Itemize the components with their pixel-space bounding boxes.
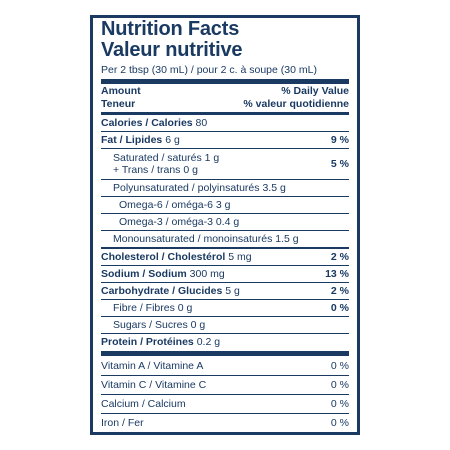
- protein-label: Protein / Protéines 0.2 g: [101, 336, 221, 348]
- vitamin-c-daily-value: 0 %: [330, 379, 349, 391]
- calcium-label: Calcium / Calcium: [101, 398, 186, 410]
- saturated-trans-row: Saturated / saturés 1 g + Trans / trans …: [101, 148, 349, 179]
- protein-row: Protein / Protéines 0.2 g: [101, 333, 349, 350]
- carbohydrate-label: Carbohydrate / Glucides 5 g: [101, 285, 240, 297]
- serving-size: Per 2 tbsp (30 mL) / pour 2 c. à soupe (…: [101, 64, 317, 76]
- thick-divider: [101, 79, 349, 84]
- omega6-row: Omega-6 / oméga-6 3 g: [101, 196, 349, 213]
- vitamin-row: Calcium / Calcium 0 %: [101, 394, 349, 413]
- vitamin-a-daily-value: 0 %: [330, 360, 349, 372]
- vitamins-divider: [101, 351, 349, 356]
- carbohydrate-row: Carbohydrate / Glucides 5 g 2 %: [101, 282, 349, 299]
- vitamin-a-label: Vitamin A / Vitamine A: [101, 360, 204, 372]
- vitamin-row: Vitamin A / Vitamine A 0 %: [101, 357, 349, 375]
- sugars-label: Sugars / Sucres 0 g: [113, 319, 206, 331]
- amount-header: Amount Teneur: [101, 85, 141, 110]
- monounsaturated-row: Monounsaturated / monoinsaturés 1.5 g: [101, 230, 349, 247]
- nutrition-facts-panel: Nutrition Facts Valeur nutritive Per 2 t…: [90, 15, 360, 435]
- trans-label: + Trans / trans 0 g: [113, 164, 198, 176]
- vitamin-row: Vitamin C / Vitamine C 0 %: [101, 375, 349, 394]
- calcium-daily-value: 0 %: [330, 398, 349, 410]
- carbohydrate-daily-value: 2 %: [330, 285, 349, 297]
- title-english: Nutrition Facts: [101, 18, 240, 40]
- title-french: Valeur nutritive: [101, 39, 243, 61]
- calories-row: Calories / Calories 80: [101, 115, 349, 131]
- sodium-daily-value: 13 %: [325, 268, 349, 280]
- fibre-row: Fibre / Fibres 0 g 0 %: [101, 299, 349, 316]
- sodium-row: Sodium / Sodium 300 mg 13 %: [101, 265, 349, 282]
- fat-daily-value: 9 %: [330, 134, 349, 146]
- iron-daily-value: 0 %: [330, 417, 349, 429]
- cholesterol-row: Cholesterol / Cholestérol 5 mg 2 %: [101, 247, 349, 265]
- daily-value-header-en: % Daily Value: [281, 85, 349, 97]
- monounsaturated-label: Monounsaturated / monoinsaturés 1.5 g: [113, 233, 299, 245]
- cholesterol-label: Cholesterol / Cholestérol 5 mg: [101, 251, 252, 263]
- sodium-label: Sodium / Sodium 300 mg: [101, 268, 225, 280]
- omega6-label: Omega-6 / oméga-6 3 g: [119, 199, 231, 211]
- vitamin-c-label: Vitamin C / Vitamine C: [101, 379, 207, 391]
- fibre-label: Fibre / Fibres 0 g: [113, 302, 193, 314]
- saturated-label: Saturated / saturés 1 g: [113, 152, 220, 164]
- fat-row: Fat / Lipides 6 g 9 %: [101, 131, 349, 148]
- amount-header-en: Amount: [101, 85, 141, 97]
- polyunsaturated-row: Polyunsaturated / polyinsaturés 3.5 g: [101, 179, 349, 196]
- iron-label: Iron / Fer: [101, 417, 144, 429]
- daily-value-header: % Daily Value % valeur quotidienne: [243, 85, 349, 110]
- calories-label: Calories / Calories 80: [101, 117, 208, 129]
- sugars-row: Sugars / Sucres 0 g: [101, 316, 349, 333]
- fat-label: Fat / Lipides 6 g: [101, 134, 180, 146]
- fibre-daily-value: 0 %: [330, 302, 349, 314]
- vitamin-row: Iron / Fer 0 %: [101, 413, 349, 432]
- saturated-trans-daily-value: 5 %: [330, 158, 349, 170]
- amount-header-fr: Teneur: [101, 97, 136, 110]
- cholesterol-daily-value: 2 %: [330, 251, 349, 263]
- omega3-label: Omega-3 / oméga-3 0.4 g: [119, 216, 240, 228]
- polyunsaturated-label: Polyunsaturated / polyinsaturés 3.5 g: [113, 182, 286, 194]
- omega3-row: Omega-3 / oméga-3 0.4 g: [101, 213, 349, 230]
- column-header: Amount Teneur % Daily Value % valeur quo…: [101, 85, 349, 111]
- daily-value-header-fr: % valeur quotidienne: [243, 97, 349, 110]
- header-divider: [101, 112, 349, 115]
